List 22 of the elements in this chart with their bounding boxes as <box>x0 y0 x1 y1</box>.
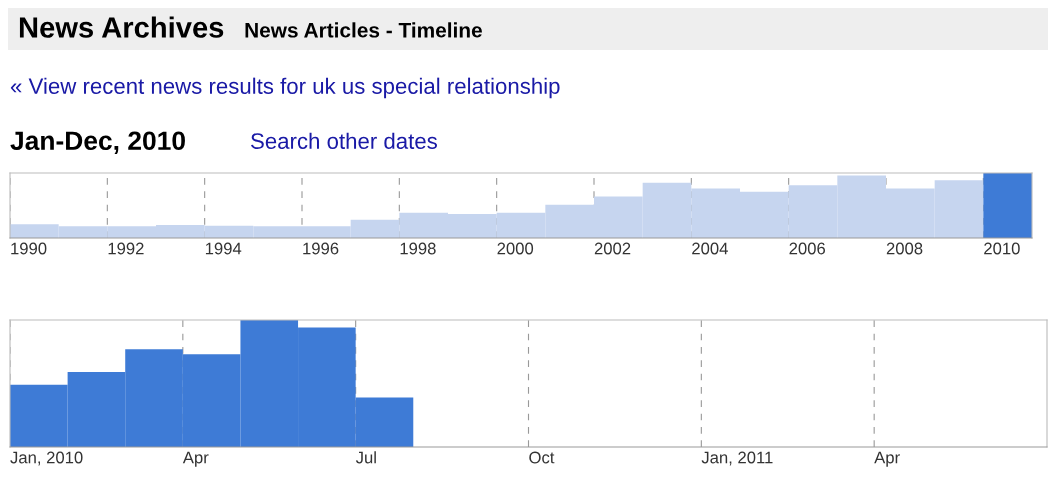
x-tick-label: 2010 <box>984 242 1020 255</box>
x-tick-label: 1998 <box>400 242 436 255</box>
x-tick-label: 1994 <box>205 242 242 255</box>
x-tick-label: 1992 <box>108 242 144 255</box>
x-tick-label: Jan, 2011 <box>701 451 773 466</box>
chart-title: News Archives <box>19 16 224 38</box>
x-tick-label: 2004 <box>692 242 728 255</box>
text: Search other dates <box>251 132 437 149</box>
x-tick-label: 1996 <box>303 242 339 255</box>
x-tick-label: Jul <box>355 451 376 464</box>
x-tick-label: Oct <box>529 451 555 464</box>
x-tick-label: 2008 <box>886 242 923 255</box>
x-tick-label: Apr <box>874 451 900 467</box>
chart-subtitle: News Articles - Timeline <box>245 22 482 38</box>
x-tick-label: 2000 <box>497 242 534 255</box>
x-tick-label: Jan, 2010 <box>10 451 83 466</box>
text: « View recent news results for uk us special relationship <box>10 77 560 99</box>
x-tick-label: 1990 <box>11 242 47 255</box>
x-tick-label: 2006 <box>789 242 826 255</box>
x-tick-label: 2002 <box>594 242 631 255</box>
text: Jan-Dec, 2010 <box>10 131 185 154</box>
x-tick-label: Apr <box>182 451 209 467</box>
